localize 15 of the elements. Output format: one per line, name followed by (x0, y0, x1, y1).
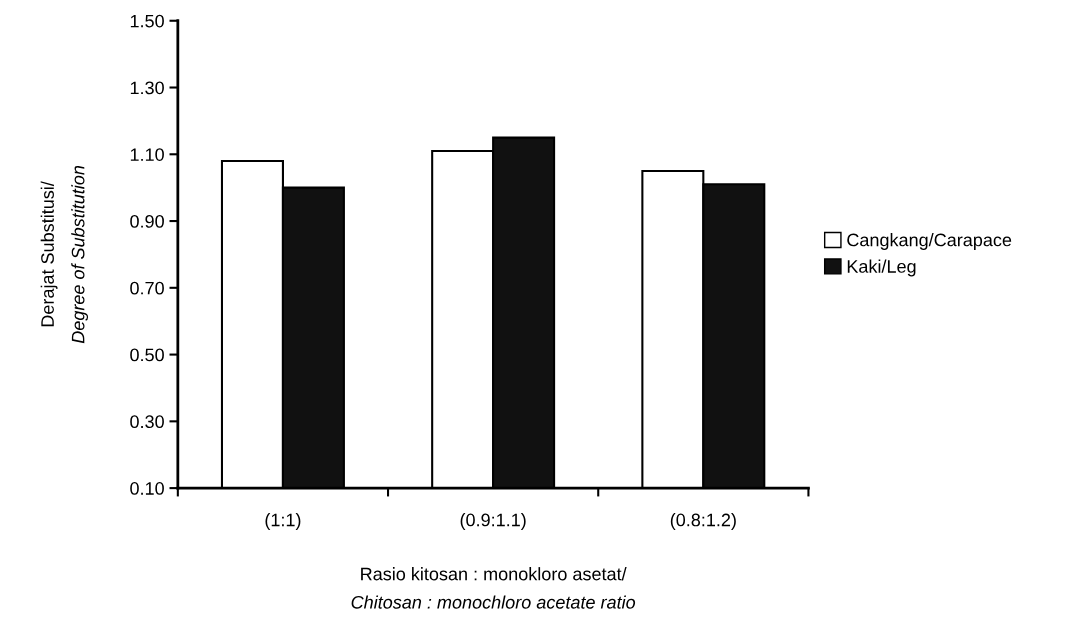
y-tick-label: 0.90 (130, 214, 164, 228)
legend-label: Cangkang/Carapace (847, 233, 1012, 250)
x-tick-label: (0.9:1.1) (460, 513, 526, 530)
y-axis-title: Derajat Substitusi/ Degree of Substitution (40, 165, 89, 344)
x-tick-label: (0.8:1.2) (670, 513, 736, 530)
y-tick-label: 0.30 (130, 415, 164, 429)
legend-label: Kaki/Leg (847, 259, 916, 277)
y-tick-label: 1.10 (130, 148, 164, 161)
x-axis-title: Rasio kitosan : monokloro asetat/ Chitosan : monochloro acetate ratio (351, 567, 636, 609)
x-tick-label: (1:1) (265, 513, 301, 530)
y-tick-label: 0.50 (130, 348, 164, 362)
y-tick-label: 0.70 (130, 281, 164, 295)
y-tick-label: 1.50 (130, 14, 164, 28)
y-tick-label: 0.10 (130, 482, 164, 495)
y-tick-label: 1.30 (130, 81, 164, 95)
